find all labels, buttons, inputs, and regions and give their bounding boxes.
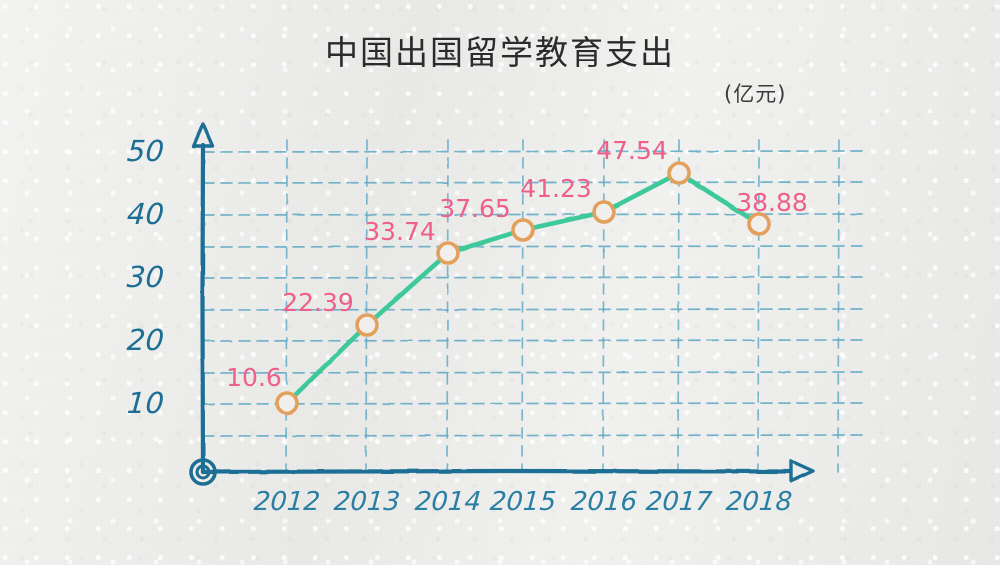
data-markers [275, 161, 771, 415]
page-title: 中国出国留学教育支出 [325, 33, 675, 72]
data-point-marker [511, 218, 535, 242]
data-point-marker [592, 200, 616, 224]
x-tick-label-2016: 2016 [569, 487, 639, 517]
axis-unit-label: (亿元) [724, 82, 787, 106]
y-tick-label-30: 30 [125, 260, 166, 294]
y-tick-label-20: 20 [125, 323, 166, 357]
data-point-marker [436, 241, 460, 265]
y-tick-label-40: 40 [125, 197, 166, 231]
x-tick-label-2014: 2014 [413, 487, 483, 517]
x-tick-label-2017: 2017 [644, 487, 714, 517]
x-tick-label-2015: 2015 [488, 487, 558, 517]
x-tick-label-2018: 2018 [724, 487, 794, 517]
data-label-2012: 10.6 [226, 363, 282, 392]
data-point-marker [667, 161, 691, 185]
data-label-2014: 33.74 [364, 217, 436, 246]
y-axis [191, 122, 215, 475]
grid-horizontal [202, 150, 863, 437]
data-label-2018: 38.88 [736, 188, 808, 217]
y-tick-label-10: 10 [125, 386, 166, 420]
y-tick-label-50: 50 [125, 134, 166, 168]
data-point-marker [275, 391, 299, 415]
data-label-2015: 37.65 [439, 194, 511, 223]
x-axis [200, 459, 815, 483]
data-point-marker [355, 313, 379, 337]
data-label-2016: 41.23 [520, 174, 592, 203]
data-label-2013: 22.39 [282, 288, 354, 317]
origin-marker [189, 458, 217, 486]
grid-vertical [285, 139, 840, 473]
data-label-2017: 47.54 [596, 136, 668, 165]
x-tick-label-2012: 2012 [252, 487, 322, 517]
data-point-marker [747, 212, 771, 236]
x-tick-label-2013: 2013 [332, 487, 402, 517]
